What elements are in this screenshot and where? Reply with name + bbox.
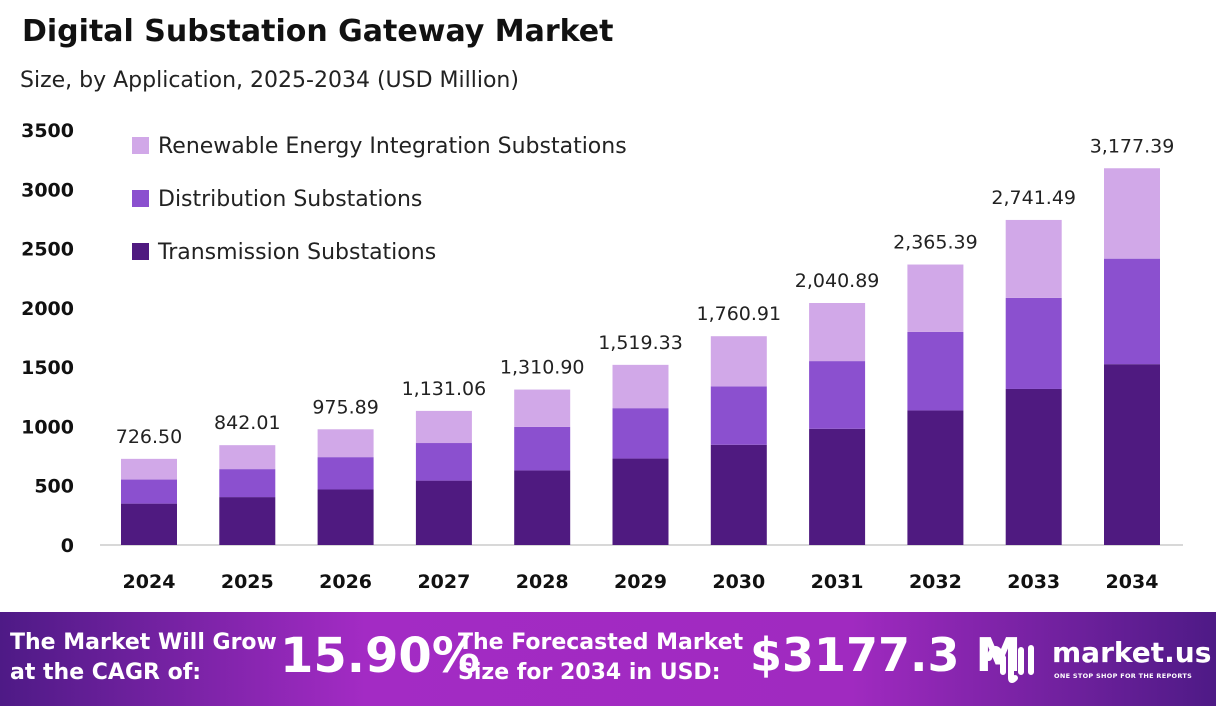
bar-segment-renewable-energy-integration-substations — [1104, 168, 1160, 259]
x-tick-label: 2034 — [1106, 571, 1159, 593]
stacked-bar-chart: 0 500 1000 1500 2000 2500 3000 3500 726.50 2024 84… — [21, 120, 1183, 593]
bar-segment-distribution-substations — [317, 457, 374, 490]
bar-segment-renewable-energy-integration-substations — [1005, 219, 1062, 298]
data-label: 2,365.39 — [893, 232, 978, 254]
bar-segment-transmission-substations — [612, 458, 669, 545]
cagr-text-1: The Market Will Grow — [10, 630, 277, 655]
bar-segment-distribution-substations — [415, 443, 472, 481]
bar-segment-renewable-energy-integration-substations — [317, 429, 374, 458]
data-label: 1,131.06 — [402, 378, 487, 400]
x-tick-label: 2031 — [811, 571, 864, 593]
data-label: 975.89 — [312, 396, 378, 418]
brand-name: market.us — [1052, 636, 1212, 669]
bar-segment-transmission-substations — [1005, 388, 1062, 545]
data-label: 3,177.39 — [1090, 135, 1175, 157]
x-tick-label: 2024 — [123, 571, 176, 593]
legend-swatch — [132, 243, 149, 260]
data-label: 2,741.49 — [991, 187, 1076, 209]
x-tick-label: 2026 — [319, 571, 372, 593]
bar-segment-renewable-energy-integration-substations — [415, 410, 472, 444]
x-tick-label: 2029 — [614, 571, 667, 593]
forecast-text-2: Size for 2034 in USD: — [458, 660, 721, 685]
x-tick-label: 2033 — [1007, 571, 1060, 593]
x-tick-label: 2027 — [417, 571, 470, 593]
y-tick-label: 500 — [34, 476, 74, 498]
bar-segment-distribution-substations — [710, 386, 767, 445]
bar-segment-transmission-substations — [809, 428, 866, 545]
bar-segment-renewable-energy-integration-substations — [710, 336, 767, 387]
legend-label: Transmission Substations — [157, 240, 436, 265]
bar-segment-distribution-substations — [907, 331, 964, 411]
bar-segment-renewable-energy-integration-substations — [514, 389, 571, 427]
y-tick-label: 2500 — [21, 239, 74, 261]
cagr-text-2: at the CAGR of: — [10, 660, 202, 685]
forecast-text-1: The Forecasted Market — [458, 630, 744, 655]
x-tick-label: 2030 — [712, 571, 765, 593]
forecast-value: $3177.3 M — [750, 628, 1022, 682]
bar-segment-transmission-substations — [514, 470, 571, 545]
data-label: 842.01 — [214, 412, 280, 434]
y-tick-label: 2000 — [21, 298, 74, 320]
data-label: 726.50 — [116, 426, 182, 448]
data-label: 1,310.90 — [500, 357, 585, 379]
bar-segment-renewable-energy-integration-substations — [809, 303, 866, 362]
y-tick-label: 3500 — [21, 120, 74, 142]
bar-segment-transmission-substations — [317, 489, 374, 545]
data-label: 1,519.33 — [598, 332, 683, 354]
footer-banner: The Market Will Grow at the CAGR of: 15.… — [0, 612, 1216, 706]
y-tick-label: 0 — [61, 535, 74, 557]
legend-label: Renewable Energy Integration Substations — [158, 134, 627, 159]
bar-segment-distribution-substations — [1104, 258, 1160, 365]
chart-subtitle: Size, by Application, 2025-2034 (USD Mil… — [20, 68, 519, 93]
bar-segment-transmission-substations — [415, 480, 472, 545]
bar-segment-transmission-substations — [710, 444, 767, 545]
bar-segment-transmission-substations — [1104, 364, 1160, 545]
bar-segment-distribution-substations — [219, 469, 276, 498]
bar-segment-transmission-substations — [121, 503, 177, 545]
bar-segment-renewable-energy-integration-substations — [612, 364, 669, 409]
chart-title: Digital Substation Gateway Market — [22, 14, 614, 49]
bar-segment-transmission-substations — [907, 410, 964, 545]
bar-segment-distribution-substations — [1005, 297, 1062, 389]
bar-segment-renewable-energy-integration-substations — [219, 445, 276, 470]
bar-segment-distribution-substations — [121, 479, 177, 504]
cagr-value: 15.90% — [280, 628, 480, 684]
bar-segment-renewable-energy-integration-substations — [907, 264, 964, 332]
legend-label: Distribution Substations — [158, 187, 422, 212]
legend-swatch — [132, 190, 149, 207]
x-tick-label: 2025 — [221, 571, 274, 593]
data-label: 2,040.89 — [795, 270, 880, 292]
bar-segment-distribution-substations — [612, 408, 669, 459]
bar-segment-transmission-substations — [219, 497, 276, 545]
data-label: 1,760.91 — [696, 303, 781, 325]
y-tick-label: 1000 — [21, 416, 74, 438]
legend-swatch — [132, 137, 149, 154]
x-tick-label: 2032 — [909, 571, 962, 593]
x-tick-label: 2028 — [516, 571, 569, 593]
y-tick-label: 3000 — [21, 179, 74, 201]
brand-tagline: ONE STOP SHOP FOR THE REPORTS — [1054, 672, 1193, 680]
y-tick-label: 1500 — [21, 357, 74, 379]
bar-segment-distribution-substations — [809, 361, 866, 429]
bar-segment-renewable-energy-integration-substations — [121, 458, 177, 480]
market-us-logo-icon — [986, 645, 1034, 683]
bar-segment-distribution-substations — [514, 426, 571, 471]
